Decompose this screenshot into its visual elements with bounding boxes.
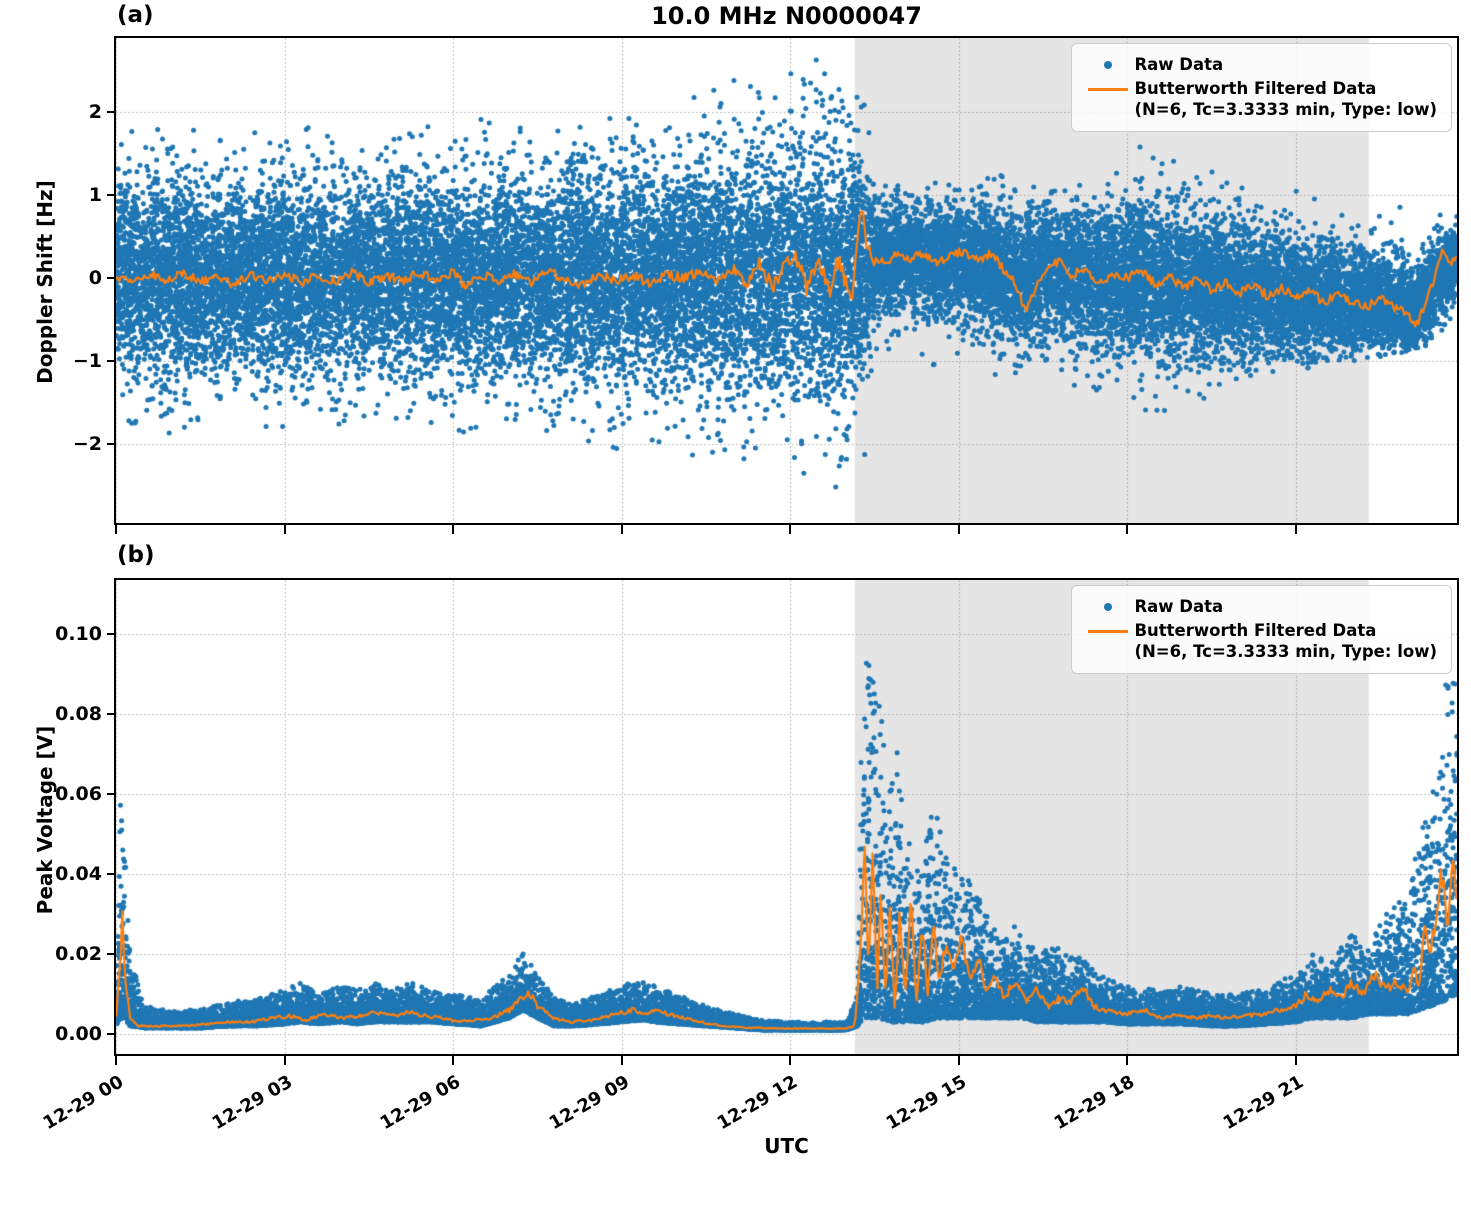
axes-a: Raw Data Butterworth Filtered Data (N=6, … (114, 36, 1459, 525)
y-tick-label: 0.04 (55, 863, 102, 886)
y-tick-mark (107, 793, 116, 796)
x-tick-mark (452, 1056, 455, 1065)
y-tick-mark (107, 111, 116, 114)
x-tick-mark (1294, 1056, 1297, 1065)
y-tick-mark (107, 1033, 116, 1036)
x-tick-mark (452, 525, 455, 534)
x-tick-mark (283, 525, 286, 534)
raw-data-dot-icon (1082, 54, 1134, 76)
y-tick-mark (107, 713, 116, 716)
x-tick-label: 12-29 12 (713, 1071, 802, 1135)
x-tick-label: 12-29 18 (1050, 1071, 1139, 1135)
y-tick-label: −1 (72, 349, 102, 372)
y-tick-mark (107, 277, 116, 280)
x-tick-mark (1294, 525, 1297, 534)
y-tick-mark (107, 442, 116, 445)
y-tick-label: 0.08 (55, 703, 102, 726)
x-tick-label: 12-29 03 (208, 1071, 296, 1135)
legend-item-raw: Raw Data (1082, 596, 1437, 618)
y-tick-mark (107, 194, 116, 197)
y-tick-label: 0.00 (55, 1023, 102, 1046)
axes-b: Raw Data Butterworth Filtered Data (N=6, … (114, 578, 1459, 1056)
x-tick-mark (620, 525, 623, 534)
legend-raw-label: Raw Data (1134, 55, 1224, 74)
y-axis-label-b: Peak Voltage [V] (33, 725, 57, 915)
y-tick-mark (107, 953, 116, 956)
y-tick-label: −2 (72, 432, 102, 455)
panel-a-label: (a) (117, 2, 154, 28)
figure: 10.0 MHz N0000047 (a) (b) Doppler Shift … (33, 2, 1459, 1158)
y-tick-mark (107, 873, 116, 876)
x-axis-label: UTC (764, 1134, 809, 1158)
legend-raw-label: Raw Data (1134, 597, 1224, 616)
legend-item-filtered: Butterworth Filtered Data (N=6, Tc=3.3333… (1082, 620, 1437, 663)
y-tick-label: 1 (88, 184, 102, 207)
y-tick-label: 0.10 (55, 623, 102, 646)
x-tick-mark (1126, 1056, 1129, 1065)
legend-filtered-label: Butterworth Filtered Data (N=6, Tc=3.3333… (1134, 79, 1437, 120)
x-tick-mark (789, 1056, 792, 1065)
x-tick-mark (1126, 525, 1129, 534)
x-tick-mark (957, 525, 960, 534)
legend-filtered-label: Butterworth Filtered Data (N=6, Tc=3.3333… (1134, 621, 1437, 662)
raw-data-dot-icon (1082, 596, 1134, 618)
y-tick-label: 0.06 (55, 783, 102, 806)
x-tick-mark (115, 1056, 117, 1065)
x-tick-mark (283, 1056, 286, 1065)
legend-b: Raw Data Butterworth Filtered Data (N=6, … (1071, 585, 1452, 674)
x-tick-label: 12-29 15 (882, 1071, 970, 1135)
y-tick-label: 2 (88, 101, 102, 124)
x-tick-label: 12-29 21 (1219, 1071, 1307, 1135)
y-tick-label: 0 (88, 267, 102, 290)
legend-a: Raw Data Butterworth Filtered Data (N=6, … (1071, 43, 1452, 132)
y-tick-label: 0.02 (55, 943, 102, 966)
legend-item-raw: Raw Data (1082, 54, 1437, 76)
y-tick-mark (107, 633, 116, 636)
chart-title: 10.0 MHz N0000047 (651, 2, 922, 30)
y-tick-mark (107, 359, 116, 362)
filtered-line-icon (1082, 78, 1134, 100)
x-tick-label: 12-29 06 (376, 1071, 465, 1135)
panel-b-label: (b) (117, 542, 155, 568)
x-tick-mark (115, 525, 117, 534)
x-tick-mark (620, 1056, 623, 1065)
filtered-line-icon (1082, 620, 1134, 642)
x-tick-label: 12-29 09 (545, 1071, 633, 1135)
x-tick-mark (957, 1056, 960, 1065)
legend-item-filtered: Butterworth Filtered Data (N=6, Tc=3.3333… (1082, 78, 1437, 121)
x-tick-mark (789, 525, 792, 534)
